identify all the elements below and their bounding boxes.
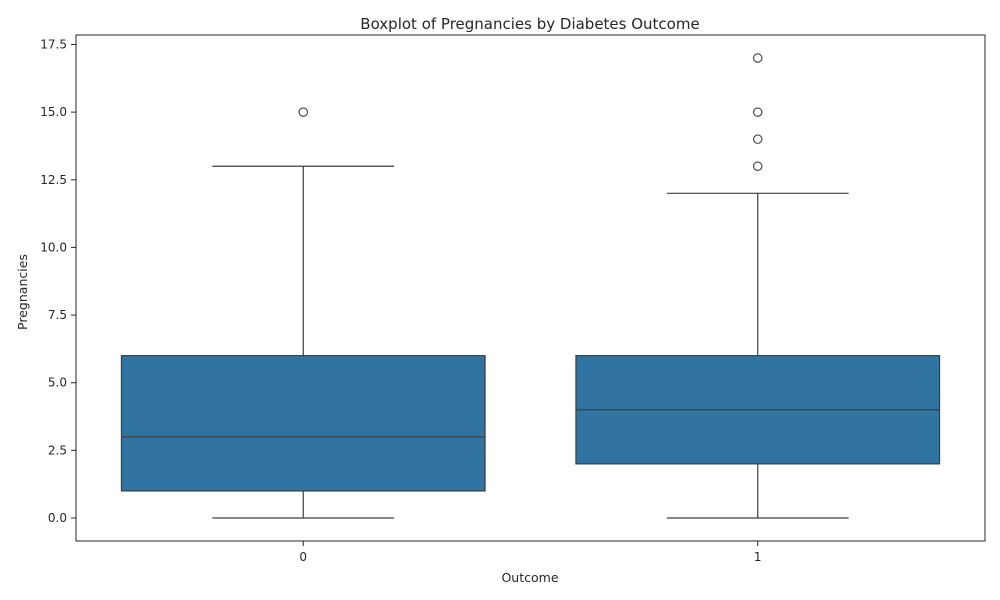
- box-group-0: [120, 107, 486, 519]
- box-iqr: [120, 355, 486, 492]
- y-tick-label: 15.0: [40, 105, 67, 119]
- y-tick-label: 17.5: [40, 37, 67, 51]
- plot-frame: [75, 34, 986, 542]
- y-axis-label: Pregnancies: [15, 254, 30, 330]
- plot-marks: [120, 53, 941, 519]
- y-tick-label: 7.5: [48, 308, 67, 322]
- chart-title: Boxplot of Pregnancies by Diabetes Outco…: [360, 15, 699, 33]
- x-axis-label: Outcome: [501, 570, 558, 585]
- y-tick-label: 0.0: [48, 511, 67, 525]
- y-axis-ticks: 0.0 2.5 5.0 7.5 10.0 12.5 15.0 17.5: [40, 37, 76, 525]
- box-group-1: [575, 53, 941, 519]
- y-tick-label: 10.0: [40, 240, 67, 254]
- y-tick-label: 5.0: [48, 376, 67, 390]
- outlier-point: [752, 107, 763, 117]
- outlier-point: [752, 134, 763, 144]
- x-tick-label: 0: [299, 550, 307, 564]
- y-tick-label: 12.5: [40, 173, 67, 187]
- outlier-point: [752, 53, 763, 63]
- x-tick-label: 1: [754, 550, 762, 564]
- y-tick-label: 2.5: [48, 443, 67, 457]
- outlier-point: [298, 107, 308, 117]
- outlier-point: [752, 161, 763, 171]
